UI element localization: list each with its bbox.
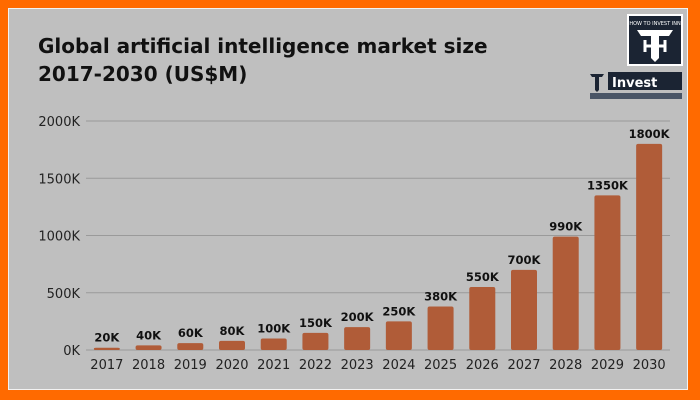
x-tick-label: 2021	[257, 358, 290, 373]
y-tick-label: 1000K	[38, 230, 80, 245]
data-label: 1350K	[587, 178, 629, 192]
bar	[552, 236, 579, 350]
x-tick-label: 2025	[424, 358, 457, 373]
bar	[177, 343, 204, 350]
data-label: 550K	[466, 270, 500, 284]
data-label: 150K	[299, 316, 333, 330]
bar	[511, 269, 537, 350]
bar	[385, 321, 412, 350]
data-label: 60K	[178, 326, 204, 340]
x-tick-label: 2027	[507, 358, 540, 373]
data-label: 40K	[136, 328, 162, 342]
bar	[93, 347, 120, 350]
data-label: 700K	[508, 253, 542, 267]
x-tick-label: 2020	[215, 358, 248, 373]
y-tick-label: 2000K	[38, 115, 80, 130]
data-label: 100K	[257, 322, 291, 336]
y-tick-label: 1500K	[38, 172, 80, 187]
bar	[427, 306, 454, 350]
chart-title: Global artificial intelligence market si…	[38, 34, 488, 86]
y-tick-label: 500K	[47, 287, 81, 302]
bar	[469, 287, 496, 350]
svg-text:Invest: Invest	[612, 76, 657, 91]
x-tick-label: 2029	[591, 358, 624, 373]
data-label: 990K	[549, 220, 583, 234]
bar	[135, 345, 162, 350]
bar	[302, 332, 329, 350]
x-tick-label: 2023	[341, 358, 374, 373]
x-tick-label: 2024	[382, 358, 415, 373]
data-label: 200K	[341, 310, 375, 324]
x-tick-label: 2018	[132, 358, 165, 373]
bar	[260, 338, 287, 350]
data-label: 20K	[94, 331, 120, 345]
bar	[594, 195, 621, 350]
bar	[636, 143, 663, 350]
data-label: 380K	[424, 289, 458, 303]
x-tick-label: 2019	[174, 358, 207, 373]
x-tick-label: 2030	[633, 358, 666, 373]
logo-text: HOW TO INVEST INN	[629, 21, 681, 27]
logo-badge: HOW TO INVEST INN	[627, 14, 683, 66]
data-label: 250K	[382, 304, 416, 318]
x-tick-label: 2028	[549, 358, 582, 373]
x-tick-label: 2022	[299, 358, 332, 373]
x-tick-label: 2026	[466, 358, 499, 373]
logo-wordmark: Invest	[588, 70, 684, 100]
data-label: 1800K	[629, 127, 671, 141]
bar	[344, 327, 371, 350]
data-label: 80K	[220, 324, 246, 338]
y-tick-label: 0K	[63, 344, 80, 359]
bar	[219, 340, 245, 350]
x-tick-label: 2017	[90, 358, 123, 373]
